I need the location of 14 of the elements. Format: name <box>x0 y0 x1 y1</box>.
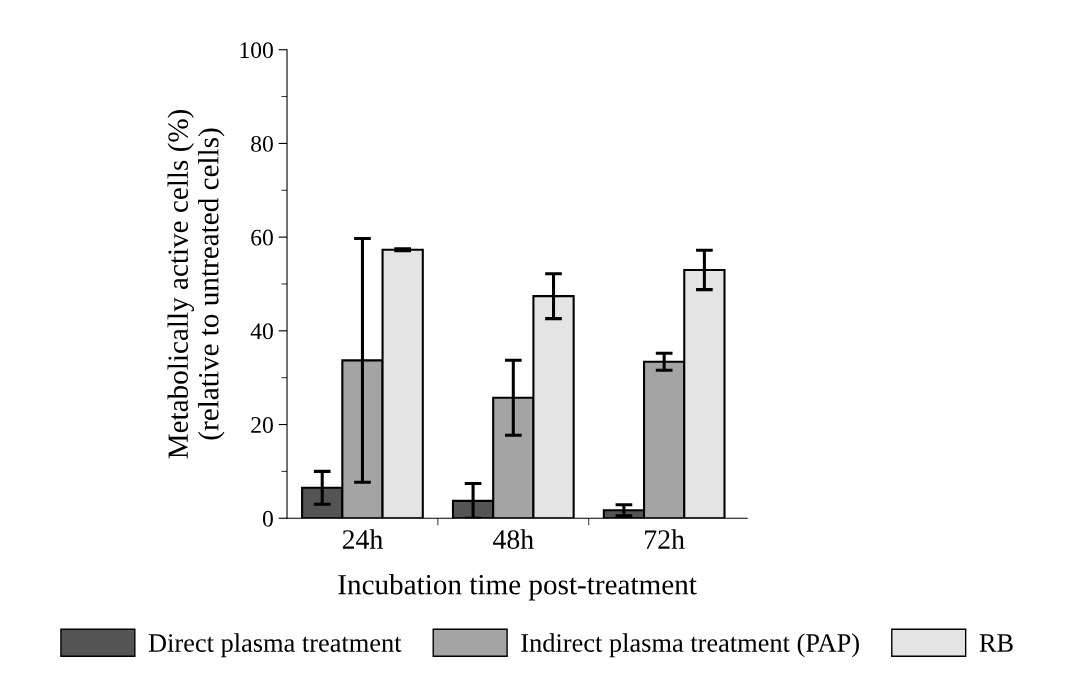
y-tick-label: 20 <box>251 417 273 433</box>
x-axis-title: Incubation time post-treatment <box>338 573 697 601</box>
y-axis-title: Metabolically active cells (%) (relative to untreated cells) <box>167 109 225 459</box>
y-tick-label: 40 <box>250 323 273 340</box>
y-tick-label: 100 <box>240 42 273 59</box>
y-tick-label: 80 <box>251 135 273 152</box>
y-tick-label: 0 <box>262 510 273 527</box>
x-tick-label: 24h <box>342 529 383 549</box>
legend-label: RB <box>979 634 1013 652</box>
legend-label: Direct plasma treatment <box>148 633 402 658</box>
x-tick-label: 72h <box>645 529 685 549</box>
legend-label: Indirect plasma treatment (PAP) <box>521 633 859 658</box>
x-tick-label: 48h <box>493 529 534 549</box>
y-tick-label: 60 <box>251 229 273 246</box>
